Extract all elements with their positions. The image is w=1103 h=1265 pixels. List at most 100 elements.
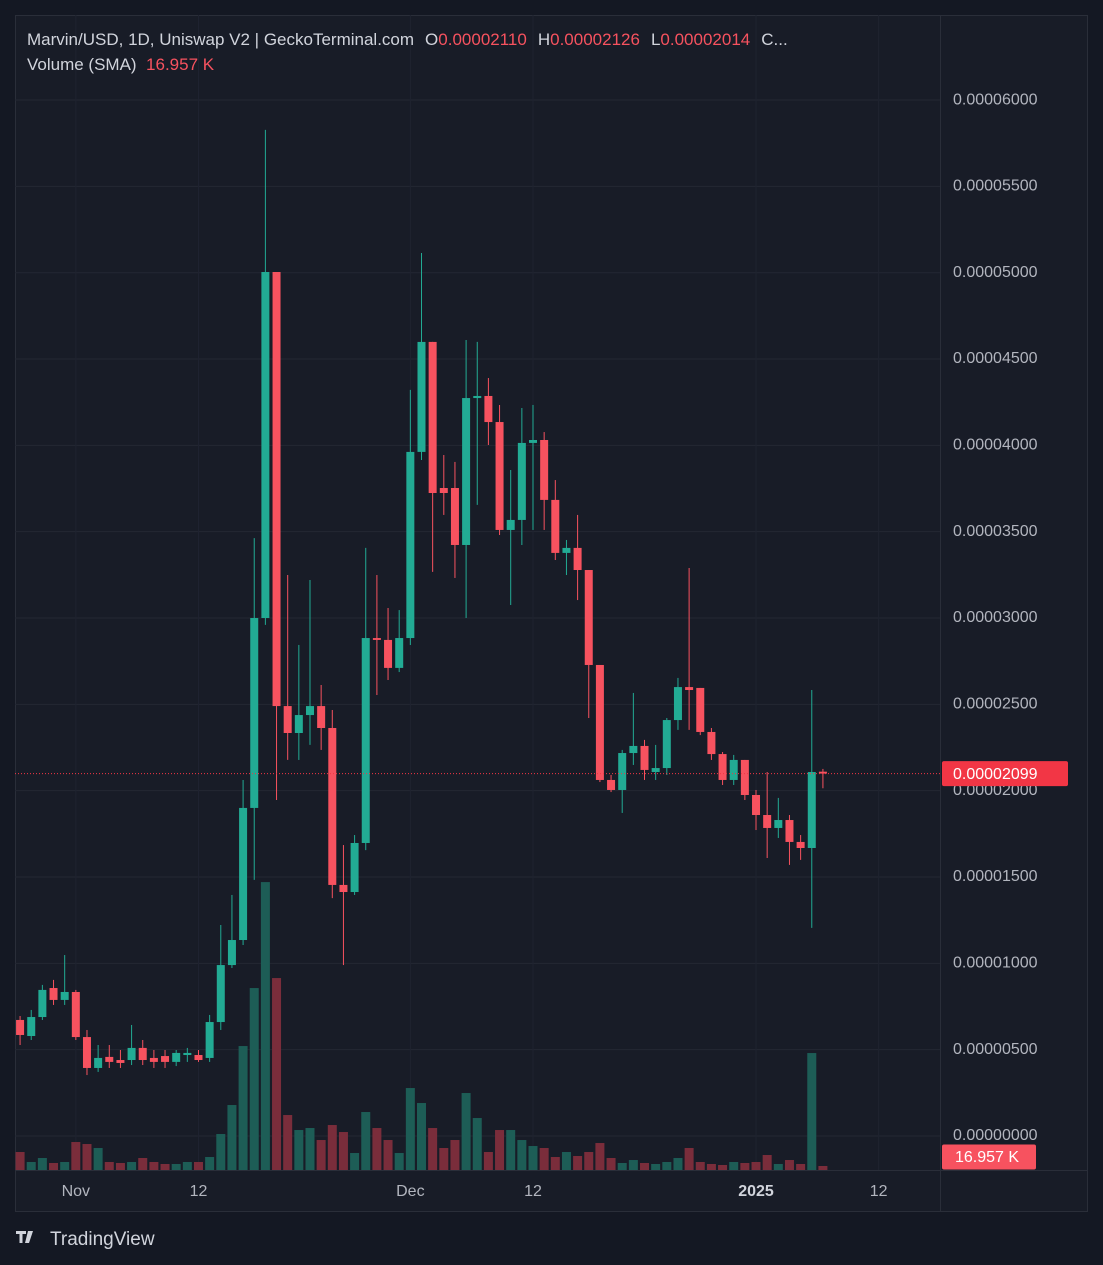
candle-body (551, 499, 560, 553)
candle-body (439, 487, 448, 494)
candle-body (718, 754, 727, 780)
ohlc-key: O (425, 30, 439, 49)
volume-bar (617, 1163, 627, 1170)
volume-bar (127, 1162, 137, 1170)
candle-body (640, 745, 649, 770)
volume-bar (461, 1093, 471, 1170)
volume-bar (483, 1152, 493, 1170)
volume-legend: Volume (SMA) (27, 55, 137, 74)
candle-body (740, 759, 749, 795)
volume-bar (550, 1157, 560, 1170)
candle-body (82, 1037, 91, 1068)
candle-body (473, 395, 482, 399)
volume-bar (93, 1148, 103, 1170)
volume-bar (193, 1162, 203, 1170)
candle-body (227, 940, 236, 966)
candle-body (707, 731, 716, 755)
candle-body (752, 794, 761, 816)
volume-bar (472, 1118, 482, 1170)
volume-bar (115, 1163, 125, 1170)
candle-body (294, 715, 303, 734)
volume-bar (260, 882, 270, 1170)
y-tick-label: 0.00004000 (953, 437, 1038, 454)
volume-bar (272, 978, 282, 1170)
volume-bar (662, 1162, 672, 1170)
volume-bar (640, 1163, 650, 1170)
candle-body (807, 772, 816, 848)
ohlc-value: 0.00002126 (550, 30, 640, 49)
candle-body (540, 439, 549, 500)
volume-bar (706, 1164, 716, 1170)
x-tick-label: 12 (190, 1183, 208, 1200)
candle-body (685, 687, 694, 691)
y-tick-label: 0.00000000 (953, 1127, 1038, 1144)
volume-bar (628, 1160, 638, 1170)
volume-bar (606, 1158, 616, 1170)
volume-bar (49, 1163, 59, 1170)
candle-body (138, 1047, 147, 1061)
volume-bar (807, 1053, 817, 1170)
volume-bar (651, 1164, 661, 1170)
volume-bar (595, 1143, 605, 1170)
ohlc-key: C... (761, 30, 788, 49)
volume-bar (249, 988, 259, 1170)
y-tick-label: 0.00003000 (953, 609, 1038, 626)
candle-body (763, 815, 772, 828)
volume-sma-box (942, 1144, 1036, 1170)
volume-bar (327, 1125, 337, 1170)
y-tick-label: 0.00006000 (953, 91, 1038, 108)
volume-bar (350, 1153, 360, 1170)
candle-body (629, 745, 638, 754)
volume-bar (718, 1165, 728, 1170)
candle-body (428, 341, 437, 494)
volume-bar (238, 1046, 248, 1170)
candle-body (796, 841, 805, 848)
volume-row: Volume (SMA) 16.957 K (27, 52, 788, 77)
candle-body (462, 398, 471, 545)
candle-body (573, 547, 582, 571)
candle-body (49, 988, 58, 1000)
volume-bar (416, 1103, 426, 1170)
candle-body (105, 1056, 114, 1062)
candle-body (618, 753, 627, 790)
volume-bar (796, 1164, 806, 1170)
volume-bar (751, 1162, 761, 1170)
volume-bar (394, 1153, 404, 1170)
candle-body (495, 422, 504, 530)
volume-bar (539, 1148, 549, 1170)
volume-bar (361, 1112, 371, 1170)
volume-bar (383, 1140, 393, 1170)
chart-frame (15, 15, 1088, 1212)
brand-logo (16, 1231, 33, 1243)
candle-body (662, 720, 671, 769)
candle-body (27, 1017, 36, 1037)
volume-bar (205, 1157, 215, 1170)
candle-body (372, 638, 381, 640)
volume-bar (495, 1130, 505, 1170)
volume-bar (528, 1146, 538, 1170)
volume-bar (316, 1140, 326, 1170)
volume-bar (695, 1162, 705, 1170)
volume-bar (762, 1155, 772, 1170)
candle-body (395, 638, 404, 668)
candle-body (283, 706, 292, 734)
candle-body (94, 1057, 103, 1068)
header-title: Marvin/USD, 1D, Uniswap V2 | GeckoTermin… (27, 30, 415, 49)
candle-body (127, 1047, 136, 1061)
candle-body (183, 1052, 192, 1056)
volume-bar (740, 1163, 750, 1170)
volume-bar (517, 1140, 527, 1170)
candle-body (216, 965, 225, 1023)
y-tick-label: 0.00002000 (953, 782, 1038, 799)
volume-bar (439, 1148, 449, 1170)
x-tick-label: 2025 (738, 1183, 774, 1200)
candle-body (16, 1019, 25, 1035)
candle-body (584, 570, 593, 665)
candle-body (361, 638, 370, 843)
candle-body (484, 395, 493, 423)
volume-bar (138, 1158, 148, 1170)
candle-body (729, 759, 738, 780)
y-tick-label: 0.00004500 (953, 350, 1038, 367)
y-tick-label: 0.00001500 (953, 868, 1038, 885)
